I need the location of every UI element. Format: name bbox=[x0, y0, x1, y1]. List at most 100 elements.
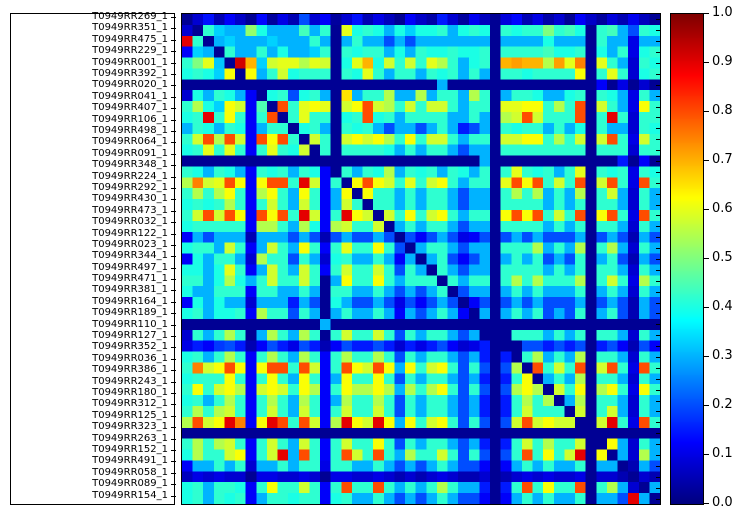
heatmap-right-tick bbox=[656, 172, 661, 173]
row-tick bbox=[171, 165, 176, 166]
colorbar-tick bbox=[704, 258, 709, 259]
row-tick bbox=[171, 211, 176, 212]
heatmap-right-tick bbox=[656, 96, 661, 97]
colorbar-tick-label: 0.9 bbox=[712, 54, 733, 69]
heatmap-row-labels: T0949RR269_1 T0949RR351_1 T0949RR475_1 T094… bbox=[0, 11, 176, 505]
row-tick bbox=[171, 439, 176, 440]
heatmap-right-tick bbox=[656, 41, 661, 42]
heatmap-right-tick bbox=[656, 19, 661, 20]
colorbar-tick-label: 0.8 bbox=[712, 103, 733, 118]
row-label: T0949RR189_1 bbox=[92, 307, 168, 318]
heatmap-axes[interactable] bbox=[181, 13, 661, 505]
row-tick bbox=[171, 427, 176, 428]
row-tick bbox=[171, 382, 176, 383]
heatmap-right-tick bbox=[656, 346, 661, 347]
colorbar-tick bbox=[704, 62, 709, 63]
row-tick bbox=[171, 496, 176, 497]
colorbar-tick-labels: 1.0 0.9 0.8 0.7 0.6 0.5 0.4 0.3 0.2 0.1 0.0 bbox=[704, 6, 747, 510]
row-tick bbox=[171, 450, 176, 451]
row-label: T0949RR348_1 bbox=[92, 159, 168, 170]
row-label: T0949RR269_1 bbox=[92, 11, 168, 22]
row-label: T0949RR122_1 bbox=[92, 228, 168, 239]
row-tick bbox=[171, 154, 176, 155]
heatmap-right-tick bbox=[656, 74, 661, 75]
row-label: T0949RR023_1 bbox=[92, 239, 168, 250]
colorbar-tick-label: 1.0 bbox=[712, 5, 733, 20]
heatmap-right-tick bbox=[656, 379, 661, 380]
row-label: T0949RR491_1 bbox=[92, 455, 168, 466]
row-label: T0949RR001_1 bbox=[92, 57, 168, 68]
row-label: T0949RR471_1 bbox=[92, 273, 168, 284]
heatmap-right-tick bbox=[656, 117, 661, 118]
row-label: T0949RR352_1 bbox=[92, 341, 168, 352]
row-label: T0949RR152_1 bbox=[92, 444, 168, 455]
row-label: T0949RR036_1 bbox=[92, 353, 168, 364]
heatmap-right-tick bbox=[656, 466, 661, 467]
heatmap-right-tick bbox=[656, 270, 661, 271]
row-label: T0949RR110_1 bbox=[92, 319, 168, 330]
colorbar-tick bbox=[704, 111, 709, 112]
row-tick bbox=[171, 347, 176, 348]
heatmap-right-tick bbox=[656, 52, 661, 53]
row-tick bbox=[171, 63, 176, 64]
colorbar-tick bbox=[704, 503, 709, 504]
colorbar-canvas bbox=[671, 14, 703, 504]
heatmap-right-tick bbox=[656, 237, 661, 238]
colorbar-tick bbox=[704, 405, 709, 406]
row-label: T0949RR263_1 bbox=[92, 433, 168, 444]
row-tick bbox=[171, 245, 176, 246]
row-label: T0949RR475_1 bbox=[92, 34, 168, 45]
row-tick bbox=[171, 51, 176, 52]
row-label: T0949RR381_1 bbox=[92, 284, 168, 295]
row-tick bbox=[171, 199, 176, 200]
row-label: T0949RR497_1 bbox=[92, 262, 168, 273]
row-tick bbox=[171, 404, 176, 405]
row-label: T0949RR091_1 bbox=[92, 148, 168, 159]
row-tick bbox=[171, 268, 176, 269]
colorbar-tick-label: 0.4 bbox=[712, 299, 733, 314]
row-tick bbox=[171, 188, 176, 189]
colorbar-tick-label: 0.3 bbox=[712, 348, 733, 363]
row-label: T0949RR125_1 bbox=[92, 410, 168, 421]
heatmap-right-tick bbox=[656, 107, 661, 108]
row-label: T0949RR392_1 bbox=[92, 68, 168, 79]
colorbar-tick-label: 0.6 bbox=[712, 201, 733, 216]
colorbar-tick bbox=[704, 307, 709, 308]
row-label: T0949RR386_1 bbox=[92, 364, 168, 375]
heatmap-right-tick bbox=[656, 335, 661, 336]
heatmap-right-tick bbox=[656, 150, 661, 151]
heatmap-right-tick bbox=[656, 259, 661, 260]
row-label: T0949RR351_1 bbox=[92, 22, 168, 33]
row-tick bbox=[171, 108, 176, 109]
heatmap-right-tick bbox=[656, 368, 661, 369]
row-tick bbox=[171, 97, 176, 98]
row-tick bbox=[171, 40, 176, 41]
colorbar-tick bbox=[704, 356, 709, 357]
row-tick bbox=[171, 359, 176, 360]
heatmap-right-tick bbox=[656, 30, 661, 31]
heatmap-image[interactable] bbox=[182, 14, 660, 504]
row-label: T0949RR032_1 bbox=[92, 216, 168, 227]
row-tick bbox=[171, 120, 176, 121]
row-label: T0949RR020_1 bbox=[92, 79, 168, 90]
row-label: T0949RR229_1 bbox=[92, 45, 168, 56]
heatmap-right-tick bbox=[656, 324, 661, 325]
heatmap-right-tick bbox=[656, 411, 661, 412]
row-tick bbox=[171, 484, 176, 485]
row-tick bbox=[171, 416, 176, 417]
heatmap-right-tick bbox=[656, 488, 661, 489]
heatmap-right-tick bbox=[656, 226, 661, 227]
row-tick bbox=[171, 325, 176, 326]
row-tick bbox=[171, 279, 176, 280]
row-tick bbox=[171, 370, 176, 371]
row-label: T0949RR041_1 bbox=[92, 91, 168, 102]
row-label: T0949RR106_1 bbox=[92, 114, 168, 125]
row-label: T0949RR473_1 bbox=[92, 205, 168, 216]
heatmap-right-tick bbox=[656, 401, 661, 402]
row-label: T0949RR243_1 bbox=[92, 376, 168, 387]
heatmap-canvas[interactable] bbox=[182, 14, 660, 504]
heatmap-right-tick bbox=[656, 477, 661, 478]
row-label: T0949RR180_1 bbox=[92, 387, 168, 398]
row-label: T0949RR224_1 bbox=[92, 171, 168, 182]
